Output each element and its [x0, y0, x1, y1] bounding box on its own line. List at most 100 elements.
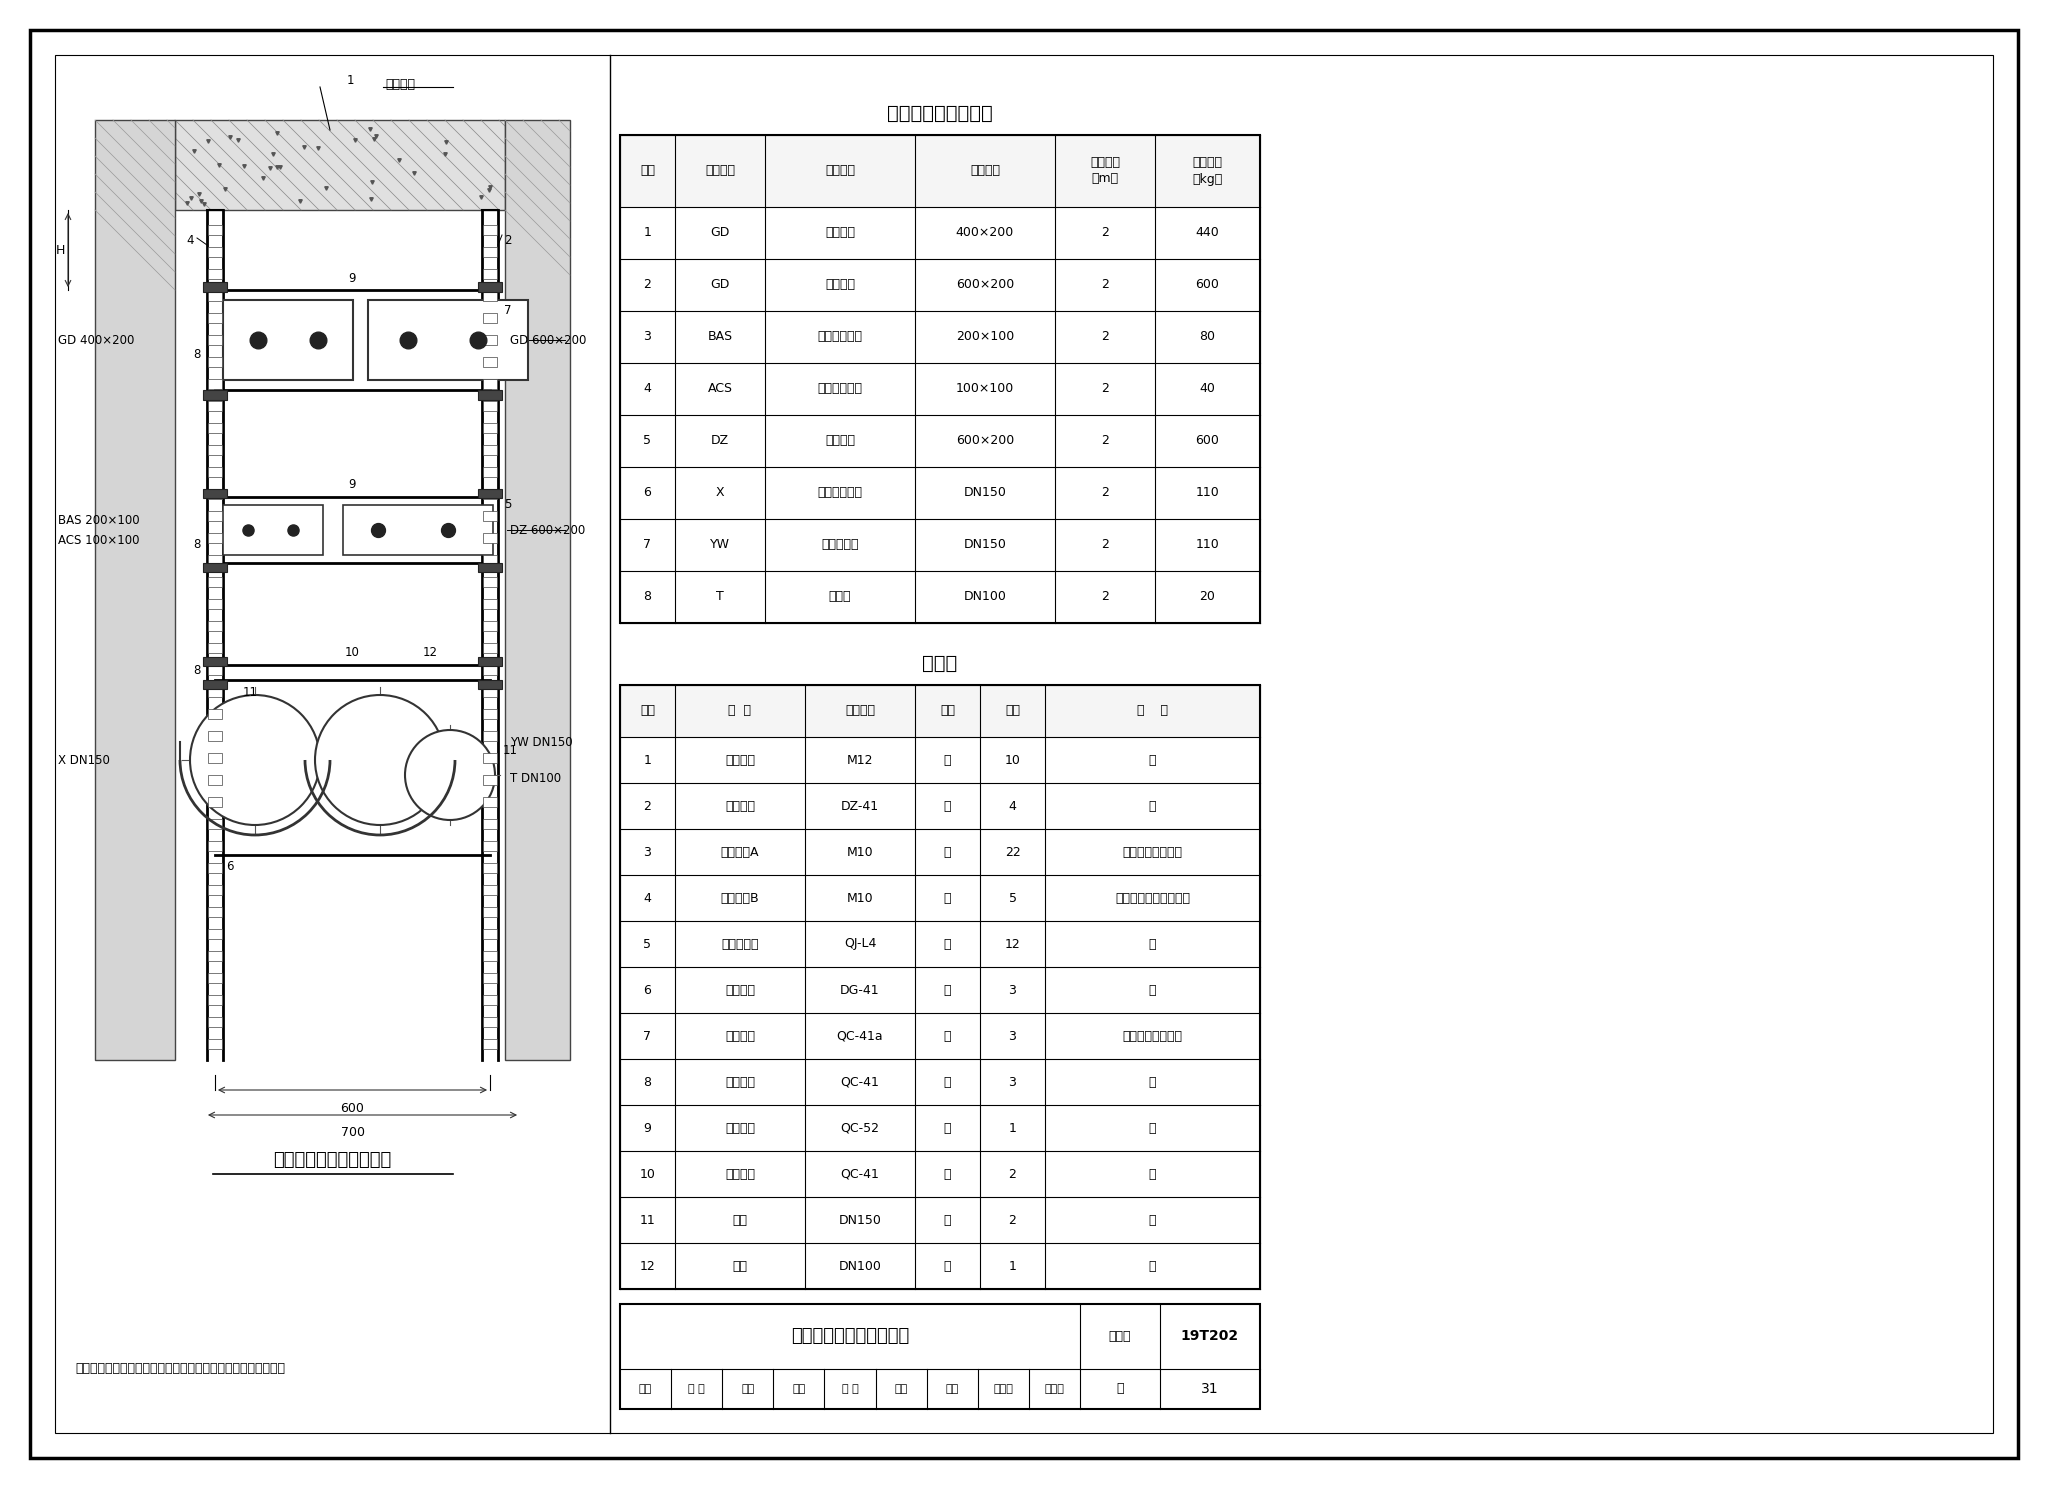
Text: 个: 个: [944, 1030, 950, 1043]
Bar: [209, 687, 221, 696]
Text: 2: 2: [1102, 330, 1108, 344]
Bar: [477, 658, 502, 667]
Bar: [203, 680, 227, 689]
Bar: [94, 121, 174, 1059]
Bar: [209, 1039, 221, 1049]
Text: 700: 700: [340, 1126, 365, 1140]
Text: QC-52: QC-52: [840, 1122, 879, 1134]
Text: T DN100: T DN100: [510, 771, 561, 784]
Bar: [342, 504, 494, 555]
Bar: [483, 665, 498, 676]
Bar: [209, 731, 221, 741]
Text: 1: 1: [1008, 1259, 1016, 1272]
Text: 备    注: 备 注: [1137, 704, 1167, 717]
Text: 200×100: 200×100: [956, 330, 1014, 344]
Text: 螺栓套件A: 螺栓套件A: [721, 845, 760, 859]
Text: 6: 6: [643, 487, 651, 500]
Text: 拦桩: 拦桩: [741, 1384, 754, 1394]
Text: 梅 棋: 梅 棋: [688, 1384, 705, 1394]
Text: 80: 80: [1200, 330, 1217, 344]
Text: 含螺栓、螺母和支撑件: 含螺栓、螺母和支撑件: [1114, 891, 1190, 905]
Text: －: －: [1149, 1168, 1157, 1180]
Text: 个: 个: [944, 1076, 950, 1089]
Bar: [174, 121, 506, 210]
Text: 5: 5: [643, 937, 651, 951]
Bar: [483, 818, 498, 829]
Text: DN150: DN150: [838, 1214, 881, 1226]
Text: 图集号: 图集号: [1108, 1330, 1130, 1344]
Text: 2: 2: [643, 278, 651, 292]
Text: M12: M12: [846, 753, 872, 766]
Bar: [483, 731, 498, 741]
Text: X DN150: X DN150: [57, 753, 111, 766]
Bar: [483, 908, 498, 917]
Text: 8: 8: [193, 539, 201, 552]
Text: 4: 4: [643, 382, 651, 396]
Text: 10: 10: [344, 646, 360, 659]
Bar: [483, 400, 498, 411]
Bar: [483, 510, 498, 521]
Text: 600×200: 600×200: [956, 434, 1014, 448]
Text: 3: 3: [643, 845, 651, 859]
Text: －: －: [1149, 1259, 1157, 1272]
Bar: [483, 753, 498, 763]
Text: H: H: [55, 244, 66, 256]
Bar: [483, 467, 498, 478]
Text: 6: 6: [643, 984, 651, 997]
Text: 机械锚栓: 机械锚栓: [725, 753, 756, 766]
Text: 400×200: 400×200: [956, 226, 1014, 240]
Text: 4: 4: [643, 891, 651, 905]
Circle shape: [406, 731, 496, 820]
Text: GD 600×200: GD 600×200: [510, 333, 586, 347]
Bar: [209, 335, 221, 345]
Text: DN150: DN150: [963, 487, 1006, 500]
Text: 综合管线支吊架图（八）: 综合管线支吊架图（八）: [791, 1327, 909, 1345]
Bar: [209, 292, 221, 301]
Text: 2: 2: [1008, 1214, 1016, 1226]
Bar: [483, 708, 498, 719]
Text: －: －: [1149, 1122, 1157, 1134]
Bar: [223, 504, 324, 555]
Text: QJ-L4: QJ-L4: [844, 937, 877, 951]
Text: QC-41: QC-41: [840, 1168, 879, 1180]
Text: 440: 440: [1196, 226, 1219, 240]
Text: 数量: 数量: [1006, 704, 1020, 717]
Text: 7: 7: [504, 304, 512, 317]
Bar: [483, 357, 498, 368]
Text: ACS: ACS: [707, 382, 733, 396]
Text: 个: 个: [944, 1122, 950, 1134]
Bar: [483, 885, 498, 894]
Bar: [483, 775, 498, 786]
Text: 3: 3: [1008, 1030, 1016, 1043]
Text: 本满管: 本满管: [1044, 1384, 1065, 1394]
Bar: [209, 753, 221, 763]
Text: 个: 个: [944, 753, 950, 766]
Bar: [209, 533, 221, 543]
Bar: [209, 885, 221, 894]
Text: 31: 31: [1202, 1382, 1219, 1396]
Bar: [483, 687, 498, 696]
Text: 3: 3: [1008, 984, 1016, 997]
Bar: [209, 467, 221, 478]
Bar: [209, 798, 221, 806]
Text: 600: 600: [1196, 278, 1219, 292]
Text: 10: 10: [639, 1168, 655, 1180]
Text: DZ 600×200: DZ 600×200: [510, 524, 586, 537]
Text: M10: M10: [846, 845, 872, 859]
Bar: [209, 841, 221, 851]
Text: 个: 个: [944, 984, 950, 997]
Bar: [209, 600, 221, 609]
Text: 混凝土板: 混凝土板: [385, 79, 416, 91]
Text: 管线重量
（kg）: 管线重量 （kg）: [1192, 156, 1223, 186]
Text: 9: 9: [348, 271, 356, 284]
Text: 3: 3: [1008, 1076, 1016, 1089]
Bar: [483, 841, 498, 851]
Bar: [209, 951, 221, 961]
Text: DG-41: DG-41: [840, 984, 881, 997]
Text: 横担槽钢: 横担槽钢: [725, 1122, 756, 1134]
Bar: [483, 643, 498, 653]
Bar: [209, 269, 221, 278]
Text: 供电电缆: 供电电缆: [825, 226, 854, 240]
Text: －: －: [1149, 1214, 1157, 1226]
Text: 套: 套: [944, 1259, 950, 1272]
